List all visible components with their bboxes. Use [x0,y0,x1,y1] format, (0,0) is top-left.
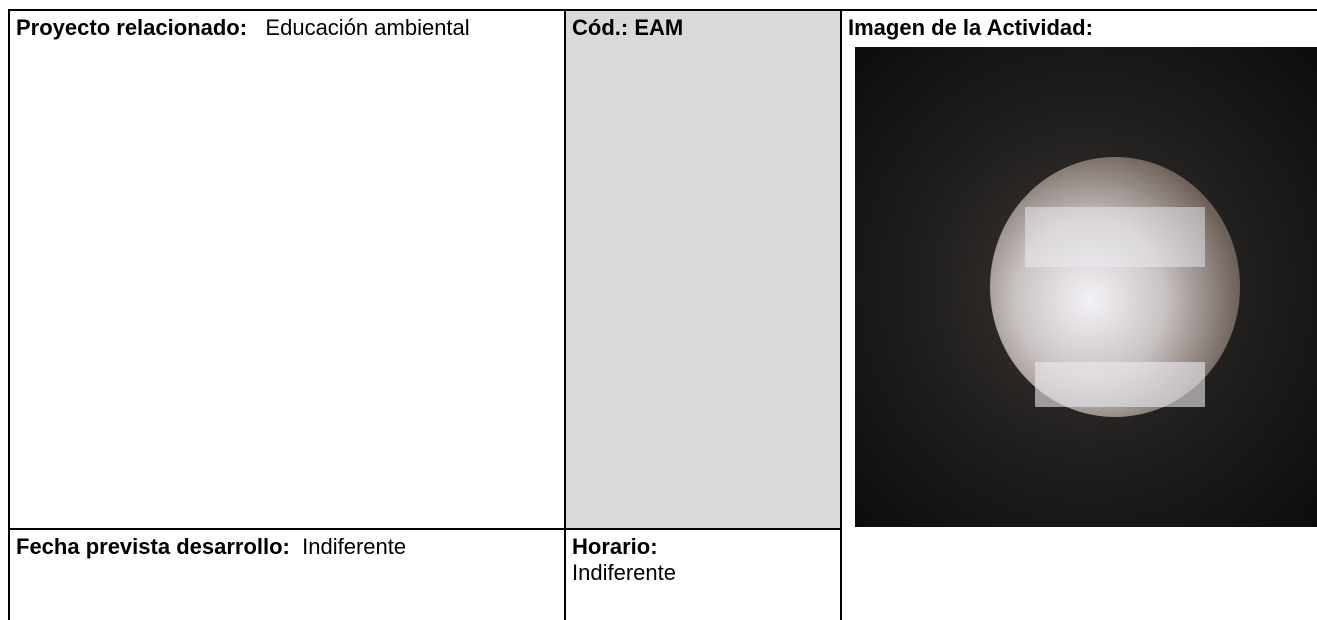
value: EAM [634,15,684,40]
border-top [8,9,1317,11]
border-col2 [840,9,842,620]
image-cell: Imagen de la Actividad: [842,11,1317,528]
label: Cód.: [572,15,629,40]
label: Proyecto relacionado: [16,15,248,40]
date-cell: Fecha prevista desarrollo: Indiferente [10,530,564,620]
project-cell: Proyecto relacionado: Educación ambienta… [10,11,564,528]
label: Imagen de la Actividad: [848,15,1093,40]
value: Indiferente [302,534,407,559]
border-left [8,9,10,620]
label: Fecha prevista desarrollo: [16,534,290,559]
value: Indiferente [572,560,676,585]
schedule-cell: Horario: Indiferente [566,530,840,620]
border-row [8,528,842,530]
label: Horario: [572,534,658,559]
code-cell: Cód.: EAM [566,11,840,528]
border-col1 [564,9,566,620]
activity-image [855,47,1317,527]
value: Educación ambiental [265,15,470,40]
